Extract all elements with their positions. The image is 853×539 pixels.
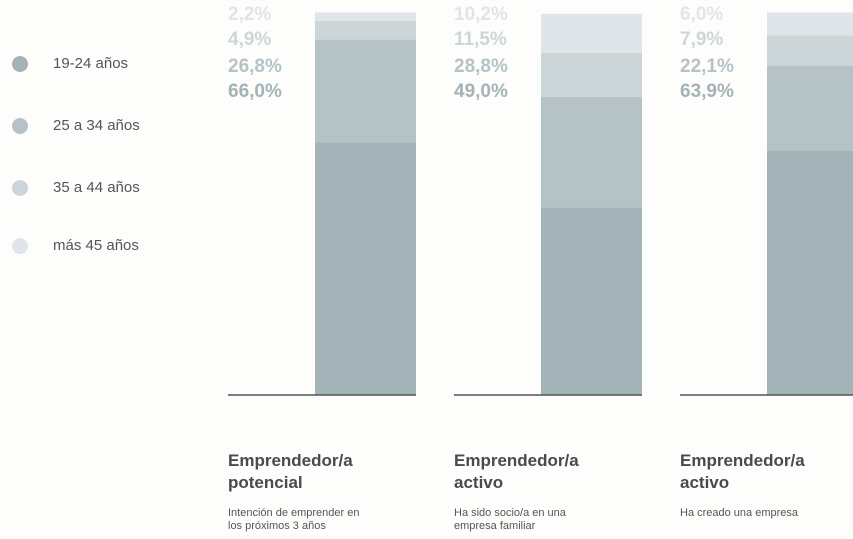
- panel-title: Emprendedor/a activo: [680, 451, 805, 492]
- value-label: 7,9%: [680, 29, 723, 50]
- bar-segment: [315, 12, 416, 21]
- value-label: 49,0%: [454, 81, 508, 102]
- legend-swatch: [12, 180, 28, 196]
- value-label: 22,1%: [680, 56, 734, 77]
- bar-segment: [541, 13, 642, 53]
- bar-segment: [315, 39, 416, 143]
- panel-title: Emprendedor/a activo: [454, 451, 579, 492]
- panel-description: Intención de emprender en los próximos 3…: [228, 507, 360, 532]
- value-label: 28,8%: [454, 56, 508, 77]
- bar-segment: [767, 12, 853, 36]
- legend-label: 35 a 44 años: [53, 179, 140, 196]
- value-label: 2,2%: [228, 4, 271, 25]
- bar-segment: [315, 142, 416, 395]
- panel-description: Ha creado una empresa: [680, 507, 799, 519]
- value-label: 26,8%: [228, 56, 282, 77]
- legend-label: 25 a 34 años: [53, 117, 140, 134]
- bar-segment: [315, 20, 416, 40]
- panel-description: Ha sido socio/a en una empresa familiar: [454, 507, 566, 532]
- bar-segment: [541, 97, 642, 208]
- bar-segment: [767, 65, 853, 151]
- panel-title: Emprendedor/a potencial: [228, 451, 353, 492]
- value-label: 11,5%: [454, 29, 507, 50]
- value-label: 4,9%: [228, 29, 271, 50]
- value-label: 10,2%: [454, 4, 508, 25]
- bar-segment: [541, 52, 642, 98]
- legend-label: 19-24 años: [53, 55, 128, 72]
- bar-segment: [767, 35, 853, 66]
- legend-swatch: [12, 238, 28, 254]
- legend-swatch: [12, 118, 28, 134]
- legend-swatch: [12, 56, 28, 72]
- value-label: 6,0%: [680, 4, 723, 25]
- bar-segment: [541, 207, 642, 395]
- value-label: 63,9%: [680, 81, 734, 102]
- value-label: 66,0%: [228, 81, 282, 102]
- legend-label: más 45 años: [53, 237, 139, 254]
- bar-segment: [767, 150, 853, 395]
